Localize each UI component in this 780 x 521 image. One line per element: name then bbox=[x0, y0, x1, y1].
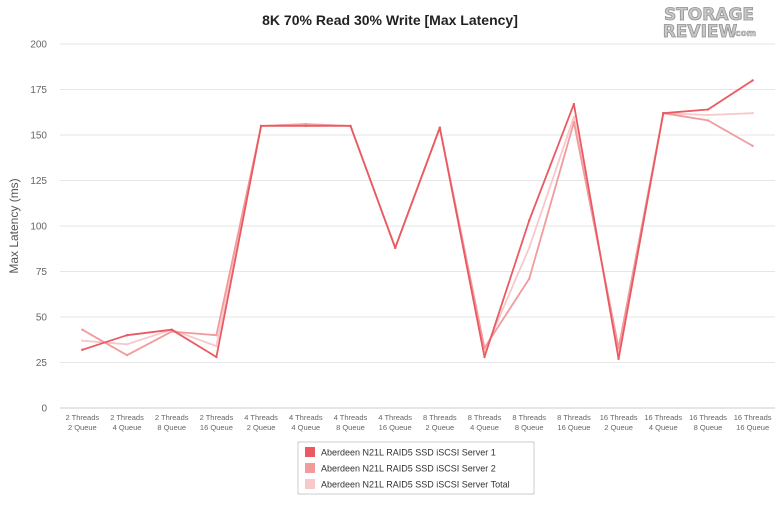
series-lines bbox=[81, 79, 754, 361]
storagereview-logo: STORAGE REVIEW .com bbox=[662, 5, 756, 43]
data-point bbox=[81, 328, 84, 331]
legend-swatch bbox=[305, 447, 315, 457]
data-point bbox=[349, 124, 352, 128]
x-tick-label: 8 Queue bbox=[157, 423, 186, 432]
x-tick-label: 4 Queue bbox=[113, 423, 142, 432]
x-tick-label: 16 Threads bbox=[689, 413, 727, 422]
data-point bbox=[170, 328, 173, 331]
y-tick-label: 75 bbox=[36, 267, 48, 278]
x-tick-label: 4 Threads bbox=[289, 413, 323, 422]
chart-title: 8K 70% Read 30% Write [Max Latency] bbox=[262, 12, 518, 28]
data-point bbox=[751, 144, 754, 148]
x-tick-label: 4 Threads bbox=[334, 413, 368, 422]
data-point bbox=[706, 113, 710, 117]
y-axis-ticks: 0 25 50 75 100 125 150 175 200 bbox=[30, 40, 47, 415]
data-point bbox=[125, 334, 129, 337]
series-line-2 bbox=[81, 112, 754, 357]
data-point bbox=[215, 344, 218, 348]
logo-line2: REVIEW bbox=[663, 22, 738, 42]
y-tick-label: 100 bbox=[30, 222, 47, 233]
legend-label: Aberdeen N21L RAID5 SSD iSCSI Server 1 bbox=[321, 448, 496, 458]
x-tick-label: 2 Queue bbox=[604, 423, 633, 432]
x-tick-label: 4 Queue bbox=[291, 423, 320, 432]
x-tick-label: 16 Threads bbox=[734, 413, 772, 422]
x-tick-label: 2 Threads bbox=[110, 413, 144, 422]
data-point bbox=[572, 121, 576, 124]
data-point bbox=[259, 124, 263, 128]
logo-line1: STORAGE bbox=[664, 5, 754, 25]
data-point bbox=[617, 357, 620, 361]
data-point bbox=[572, 102, 576, 106]
x-tick-label: 2 Queue bbox=[425, 423, 454, 432]
y-tick-label: 25 bbox=[36, 358, 48, 369]
data-point bbox=[393, 246, 397, 250]
y-tick-label: 175 bbox=[30, 85, 47, 96]
data-point bbox=[483, 355, 486, 359]
data-point bbox=[706, 108, 710, 111]
x-tick-label: 8 Threads bbox=[468, 413, 502, 422]
y-tick-label: 125 bbox=[30, 176, 47, 187]
data-point bbox=[215, 334, 218, 337]
data-point bbox=[751, 79, 754, 82]
data-point bbox=[304, 124, 307, 128]
y-axis-label: Max Latency (ms) bbox=[7, 178, 21, 273]
legend: Aberdeen N21L RAID5 SSD iSCSI Server 1 Ab… bbox=[297, 441, 535, 495]
data-point bbox=[483, 346, 486, 350]
x-tick-label: 2 Threads bbox=[66, 413, 100, 422]
data-point bbox=[706, 119, 710, 122]
x-tick-label: 8 Threads bbox=[512, 413, 546, 422]
x-tick-label: 2 Threads bbox=[155, 413, 189, 422]
legend-label: Aberdeen N21L RAID5 SSD iSCSI Server Tot… bbox=[321, 480, 510, 490]
series-line-1 bbox=[82, 79, 754, 360]
data-point bbox=[528, 277, 531, 280]
y-tick-label: 150 bbox=[30, 131, 47, 142]
data-point bbox=[304, 122, 307, 126]
x-tick-label: 8 Queue bbox=[694, 423, 723, 432]
data-point bbox=[572, 115, 576, 119]
data-point bbox=[528, 219, 531, 222]
x-tick-label: 2 Queue bbox=[247, 423, 276, 432]
data-point bbox=[81, 348, 84, 351]
x-tick-label: 4 Queue bbox=[649, 423, 678, 432]
x-tick-label: 4 Queue bbox=[470, 423, 499, 432]
legend-label: Aberdeen N21L RAID5 SSD iSCSI Server 2 bbox=[321, 464, 496, 474]
gridlines bbox=[60, 43, 775, 409]
x-tick-label: 4 Threads bbox=[378, 413, 412, 422]
legend-swatch bbox=[305, 479, 315, 489]
x-tick-label: 16 Queue bbox=[557, 423, 590, 432]
x-tick-label: 16 Queue bbox=[200, 423, 233, 432]
series-line-3 bbox=[82, 112, 753, 353]
data-point bbox=[81, 339, 84, 342]
data-point bbox=[438, 126, 442, 129]
data-point bbox=[617, 346, 620, 350]
data-point bbox=[125, 354, 129, 357]
legend-box bbox=[297, 441, 535, 495]
x-tick-label: 8 Threads bbox=[423, 413, 457, 422]
y-tick-label: 0 bbox=[41, 404, 47, 415]
x-tick-label: 8 Queue bbox=[336, 423, 365, 432]
y-tick-label: 200 bbox=[30, 40, 47, 51]
x-tick-label: 2 Threads bbox=[200, 413, 234, 422]
x-tick-label: 4 Threads bbox=[244, 413, 278, 422]
legend-swatch bbox=[305, 463, 315, 473]
x-tick-label: 16 Threads bbox=[600, 413, 638, 422]
data-point bbox=[751, 111, 754, 115]
data-point bbox=[528, 246, 531, 250]
y-tick-label: 50 bbox=[36, 313, 48, 324]
x-tick-label: 16 Queue bbox=[736, 423, 769, 432]
logo-suffix: .com bbox=[732, 29, 756, 39]
x-tick-label: 2 Queue bbox=[68, 423, 97, 432]
x-tick-label: 8 Threads bbox=[557, 413, 591, 422]
x-tick-label: 16 Threads bbox=[644, 413, 682, 422]
x-tick-label: 8 Queue bbox=[515, 423, 544, 432]
data-point bbox=[215, 355, 218, 359]
data-point bbox=[662, 111, 665, 115]
x-tick-label: 16 Queue bbox=[379, 423, 412, 432]
data-point bbox=[125, 343, 129, 346]
